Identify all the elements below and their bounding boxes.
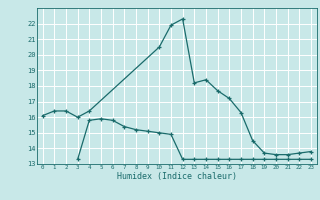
- X-axis label: Humidex (Indice chaleur): Humidex (Indice chaleur): [117, 172, 237, 181]
